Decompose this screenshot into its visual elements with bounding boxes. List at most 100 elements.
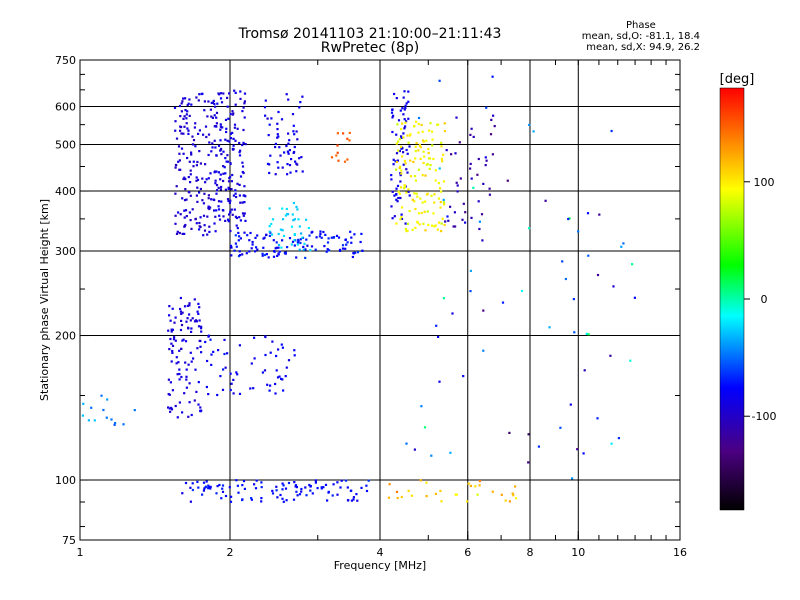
echo-point <box>192 139 196 142</box>
echo-point <box>287 142 290 145</box>
echo-point <box>242 128 245 132</box>
echo-point <box>87 419 90 422</box>
echo-point <box>242 141 245 144</box>
echo-point <box>270 222 273 226</box>
echo-point <box>282 484 285 487</box>
echo-point <box>209 172 212 175</box>
echo-point <box>174 222 177 225</box>
echo-point <box>213 222 216 225</box>
echo-point <box>276 122 279 125</box>
echo-point <box>395 222 398 225</box>
echo-point <box>260 500 263 503</box>
echo-point <box>564 277 567 281</box>
echo-point <box>196 178 200 181</box>
echo-point <box>215 184 219 187</box>
echo-point <box>188 98 191 101</box>
echo-point <box>106 398 109 401</box>
echo-point <box>482 309 485 312</box>
echo-point <box>233 89 236 92</box>
echo-point <box>302 245 305 248</box>
echo-point <box>241 498 244 502</box>
echo-point <box>195 320 198 323</box>
echo-point <box>238 151 241 154</box>
echo-point <box>392 114 395 117</box>
echo-point <box>436 228 439 231</box>
echo-point <box>210 101 213 104</box>
echo-point <box>406 222 409 225</box>
echo-point <box>631 263 634 266</box>
echo-point <box>220 101 224 104</box>
echo-point <box>222 172 225 175</box>
echo-point <box>209 206 212 209</box>
echo-point <box>234 215 237 218</box>
echo-point <box>454 225 457 228</box>
x-tick-label: 2 <box>227 546 234 559</box>
echo-point <box>453 211 456 214</box>
echo-point <box>414 145 417 148</box>
echo-point <box>189 486 192 489</box>
echo-point <box>263 236 266 239</box>
echo-point <box>469 162 472 165</box>
echo-point <box>561 260 564 263</box>
echo-point <box>180 375 183 379</box>
echo-point <box>341 247 345 250</box>
echo-point <box>179 296 182 300</box>
echo-point <box>291 113 295 116</box>
echo-point <box>231 131 234 134</box>
echo-point <box>235 245 238 248</box>
echo-point <box>293 354 296 357</box>
echo-point <box>207 177 210 180</box>
echo-point <box>205 135 208 139</box>
echo-point <box>342 132 345 135</box>
echo-point <box>228 213 231 216</box>
echo-point <box>423 426 427 429</box>
echo-point <box>400 495 403 499</box>
echo-point <box>174 120 177 123</box>
echo-point <box>346 486 349 489</box>
echo-point <box>482 182 485 185</box>
echo-point <box>227 218 230 221</box>
echo-point <box>311 230 314 233</box>
echo-point <box>179 307 182 311</box>
echo-point <box>210 198 213 201</box>
echo-point <box>413 448 416 451</box>
echo-point <box>305 238 308 241</box>
echo-point <box>188 211 191 214</box>
echo-point <box>489 133 493 136</box>
echo-point <box>612 285 615 288</box>
echo-point <box>176 373 179 376</box>
echo-point <box>400 145 403 148</box>
echo-point <box>196 186 199 189</box>
echo-point <box>571 477 574 480</box>
echo-point <box>263 253 267 257</box>
echo-point <box>241 161 244 164</box>
echo-point <box>409 159 412 162</box>
echo-point <box>183 125 186 128</box>
echo-point <box>299 241 302 245</box>
echo-point <box>204 181 207 184</box>
echo-point <box>261 252 264 255</box>
echo-point <box>242 106 245 109</box>
echo-point <box>197 312 200 315</box>
echo-point <box>276 136 279 139</box>
echo-point <box>285 207 288 211</box>
echo-point <box>482 349 485 352</box>
colorbar-ticks: 100 0 -100 <box>744 176 776 423</box>
echo-point <box>293 349 296 352</box>
echo-point <box>232 112 235 115</box>
echo-point <box>182 97 185 100</box>
echo-point <box>173 321 176 324</box>
echo-point <box>205 485 208 488</box>
echo-point <box>411 228 414 231</box>
echo-point <box>183 232 186 235</box>
echo-point <box>332 483 335 486</box>
echo-point <box>268 389 271 392</box>
echo-point <box>177 361 180 364</box>
echo-point <box>214 125 217 128</box>
echo-point <box>365 484 368 487</box>
echo-point <box>288 237 292 240</box>
echo-point <box>266 117 269 120</box>
echo-point <box>195 390 198 393</box>
echo-point <box>173 106 177 109</box>
echo-point <box>318 235 321 238</box>
